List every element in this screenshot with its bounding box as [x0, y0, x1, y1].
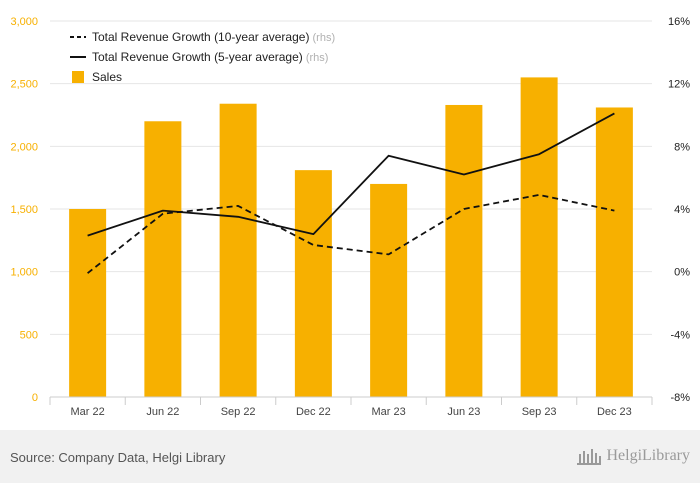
growth-10y-line [87, 193, 615, 274]
x-tick-label: Sep 23 [522, 406, 557, 418]
sales-bar [595, 107, 633, 397]
legend-axis-note: (rhs) [303, 52, 329, 64]
legend-swatch [72, 71, 84, 83]
y-left-tick-label: 1,000 [10, 267, 38, 279]
x-tick-label: Mar 23 [372, 406, 406, 418]
sales-bar [520, 77, 558, 398]
x-tick-label: Mar 22 [71, 406, 105, 418]
logo-text: HelgiLibrary [606, 447, 690, 464]
source-note: Source: Company Data, Helgi Library [10, 450, 226, 465]
y-left-tick-label: 0 [32, 392, 38, 404]
legend-series-name: Sales [92, 70, 122, 84]
y-left-tick-label: 2,500 [10, 79, 38, 91]
y-right-tick-label: 12% [668, 79, 690, 91]
sales-bar [445, 104, 483, 398]
growth-lines [87, 112, 615, 274]
y-left-tick-label: 500 [20, 329, 38, 341]
sales-bar [219, 103, 257, 397]
y-left-tick-label: 1,500 [10, 204, 38, 216]
legend: Total Revenue Growth (10-year average) (… [70, 30, 335, 84]
y-left-tick-label: 3,000 [10, 16, 38, 28]
legend-axis-note: (rhs) [309, 32, 335, 44]
y-right-tick-label: 4% [674, 204, 690, 216]
growth-5y-line [87, 112, 615, 237]
x-tick-label: Dec 23 [597, 406, 632, 418]
y-right-tick-label: 8% [674, 141, 690, 153]
library-building-icon [577, 449, 602, 465]
legend-label: Total Revenue Growth (10-year average) (… [92, 30, 335, 44]
sales-bars [69, 77, 633, 398]
footer: Source: Company Data, Helgi Library Helg… [0, 430, 700, 483]
sales-bar [69, 209, 107, 397]
sales-bar [370, 183, 408, 397]
legend-label: Total Revenue Growth (5-year average) (r… [92, 50, 328, 64]
legend-label: Sales [92, 70, 122, 84]
y-left-tick-label: 2,000 [10, 141, 38, 153]
legend-series-name: Total Revenue Growth (10-year average) [92, 30, 309, 44]
legend-series-name: Total Revenue Growth (5-year average) [92, 50, 303, 64]
gridlines [50, 20, 652, 398]
sales-bar [144, 121, 182, 398]
axes: Mar 22 Jun 22 Sep 22 Dec 22 Mar 23 Jun 23 Sep … [10, 16, 690, 418]
x-tick-label: Jun 22 [146, 406, 179, 418]
y-right-tick-label: 16% [668, 16, 690, 28]
sales-bar [294, 170, 332, 397]
helgi-library-logo: HelgiLibrary [576, 446, 690, 466]
y-right-tick-label: -8% [670, 392, 690, 404]
x-tick-label: Dec 22 [296, 406, 331, 418]
x-tick-label: Sep 22 [221, 406, 256, 418]
y-right-tick-label: -4% [670, 329, 690, 341]
x-tick-label: Jun 23 [447, 406, 480, 418]
y-right-tick-label: 0% [674, 267, 690, 279]
